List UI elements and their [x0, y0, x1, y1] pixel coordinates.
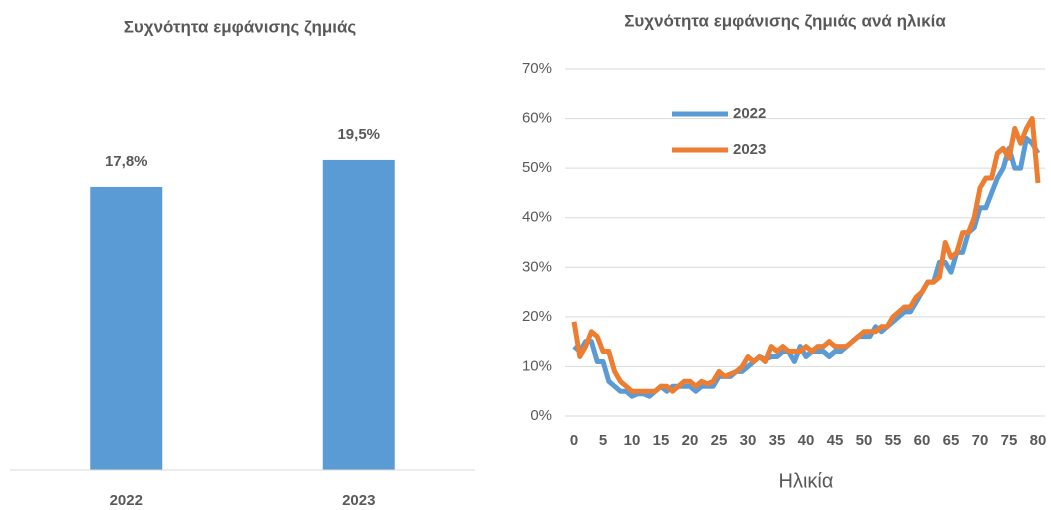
x-tick-label: 5 — [599, 432, 607, 449]
data-label: 17,8% — [105, 153, 148, 170]
x-tick-label: 2023 — [342, 492, 375, 509]
series-line — [571, 116, 1041, 394]
x-tick-label: 75 — [1001, 432, 1018, 449]
x-tick-label: 50 — [856, 432, 873, 449]
x-tick-label: 80 — [1030, 432, 1047, 449]
y-tick-label: 20% — [522, 308, 552, 325]
x-tick-label: 40 — [798, 432, 815, 449]
y-tick-label: 50% — [522, 159, 552, 176]
x-tick-label: 35 — [769, 432, 786, 449]
bar-chart-title: Συχνότητα εμφάνισης ζημιάς — [124, 17, 357, 36]
legend-label: 2022 — [733, 105, 766, 122]
x-tick-label: 20 — [682, 432, 699, 449]
x-tick-label: 70 — [972, 432, 989, 449]
x-tick-label: 25 — [711, 432, 728, 449]
x-tick-label: 65 — [943, 432, 960, 449]
data-label: 19,5% — [337, 126, 380, 143]
bar — [90, 186, 163, 471]
y-tick-label: 70% — [522, 60, 552, 77]
x-tick-label: 0 — [570, 432, 578, 449]
y-tick-label: 10% — [522, 357, 552, 374]
x-tick-label: 55 — [885, 432, 902, 449]
y-tick-label: 40% — [522, 209, 552, 226]
legend-label: 2023 — [733, 141, 766, 158]
x-axis-title: Ηλικία — [779, 470, 834, 492]
y-tick-label: 0% — [530, 407, 552, 424]
x-tick-label: 15 — [653, 432, 670, 449]
x-tick-label: 30 — [740, 432, 757, 449]
x-tick-label: 2022 — [110, 492, 143, 509]
y-tick-label: 60% — [522, 110, 552, 127]
x-tick-label: 45 — [827, 432, 844, 449]
bar — [322, 159, 395, 470]
line-chart-title: Συχνότητα εμφάνισης ζημιάς ανά ηλικία — [624, 11, 946, 30]
y-tick-label: 30% — [522, 258, 552, 275]
x-tick-label: 10 — [624, 432, 641, 449]
series-line — [572, 135, 1041, 399]
x-tick-label: 60 — [914, 432, 931, 449]
